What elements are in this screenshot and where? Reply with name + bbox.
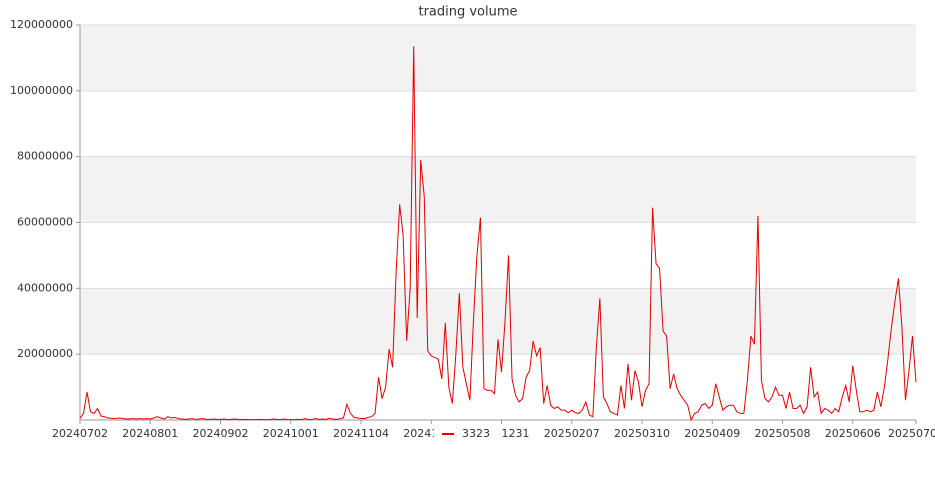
y-tick-label: 120000000 [10, 18, 73, 31]
grid-band [80, 156, 916, 223]
x-tick-label: 20250207 [544, 427, 600, 440]
x-tick-label: 20241001 [263, 427, 319, 440]
y-tick-label: 40000000 [17, 281, 73, 294]
legend-label: 3323 [462, 427, 490, 440]
grid-band [80, 25, 916, 91]
legend: 3323 [434, 425, 502, 443]
chart-title: trading volume [418, 5, 517, 20]
x-tick-label: 20250409 [684, 427, 740, 440]
x-tick-label: 20250606 [825, 427, 881, 440]
x-tick-label: 20240801 [122, 427, 178, 440]
y-tick-label: 100000000 [10, 84, 73, 97]
y-tick-label: 80000000 [17, 150, 73, 163]
plot [79, 46, 917, 422]
line-series [79, 46, 917, 422]
grid-bands [80, 25, 916, 355]
grid: 20000000 40000000 60000000 80000000 10000000… [10, 18, 935, 440]
x-tick-label: 20240902 [193, 427, 249, 440]
y-tick-label: 20000000 [17, 347, 73, 360]
legend-box [434, 425, 502, 443]
x-tick-label: 20250704 [888, 427, 935, 440]
x-tick-label: 20250508 [755, 427, 811, 440]
x-tick-label: 20250310 [614, 427, 670, 440]
x-tick-label: 20241104 [333, 427, 389, 440]
x-tick-label: 20240702 [52, 427, 108, 440]
y-tick-label: 60000000 [17, 216, 73, 229]
